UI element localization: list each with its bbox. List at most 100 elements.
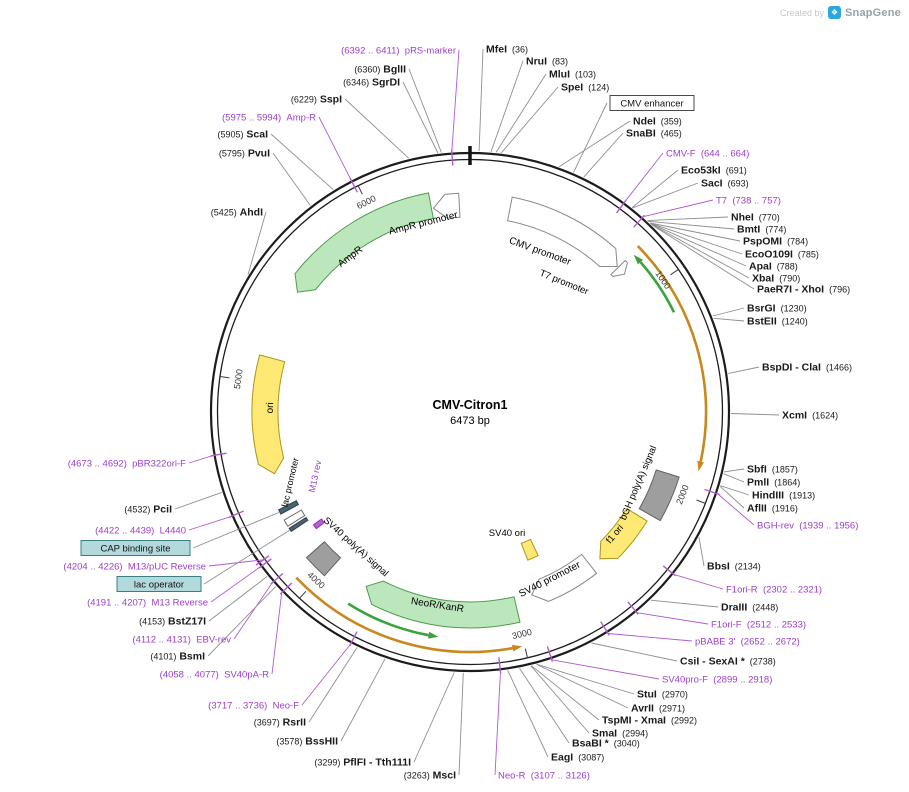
- primer-tick: [633, 214, 645, 228]
- feature-cmv-promoter: [507, 196, 618, 267]
- site-label-ahdi: (5425) AhdI: [211, 207, 263, 219]
- primer-label-sv40pro-f: SV40pro-F (2899 .. 2918): [662, 675, 772, 686]
- primer-tick: [255, 555, 270, 566]
- primer-tick: [349, 177, 358, 193]
- leader-line-m13-reverse: [210, 562, 266, 603]
- feature-label-lac-promoter: lac promoter: [280, 457, 301, 508]
- leader-line-cap-binding-site: [192, 512, 279, 549]
- site-label-avrii: AvrII (2971): [631, 703, 685, 715]
- leader-line-eco53ki: [631, 169, 679, 208]
- site-label-pflfi-tth111i: (3299) PflFI - Tth111I: [314, 757, 411, 769]
- feature-sv40-ori: [520, 538, 539, 561]
- leader-line-cmv-enhancer: [573, 102, 608, 173]
- scale-label: 2000: [674, 483, 691, 505]
- leader-line-bglii: [408, 68, 442, 153]
- primer-label-l4440: (4422 .. 4439) L4440: [95, 526, 186, 537]
- leader-line-nhei: [647, 216, 729, 222]
- leader-line-bsteii: [713, 317, 745, 322]
- leader-line-f1ori-f: [636, 612, 709, 625]
- site-label-nrui: NruI (83): [526, 56, 568, 68]
- scale-tick: [219, 376, 230, 379]
- leader-line-pvui: [272, 152, 311, 206]
- scale-label: 6000: [355, 193, 377, 211]
- site-label-pvui: (5795) PvuI: [219, 148, 270, 160]
- primer-tick: [615, 199, 627, 214]
- orf-bottom-inner: [347, 602, 429, 637]
- feature-bgh-pa: [638, 469, 680, 522]
- orf-bottom-inner-arrowhead: [428, 631, 439, 639]
- primer-label-neo-r: Neo-R (3107 .. 3126): [498, 771, 590, 782]
- leader-line-ecoo109i: [650, 222, 743, 255]
- leader-line-rsrii: [308, 647, 358, 723]
- primer-label-f1ori-r: F1ori-R (2302 .. 2321): [726, 585, 822, 596]
- site-label-spei: SpeI (124): [561, 82, 609, 94]
- leader-line-sgrdi: [402, 81, 439, 154]
- leader-line-xcmi: [730, 413, 780, 416]
- site-label-mlui: MluI (103): [549, 69, 596, 81]
- feature-label-ori: ori: [265, 402, 276, 414]
- leader-line-snabi: [583, 132, 624, 178]
- site-label-bstz17i: (4153) BstZ17I: [139, 616, 206, 628]
- orf-right-outer-arrowhead: [697, 460, 704, 472]
- site-label-pcii: (4532) PciI: [124, 504, 172, 516]
- leader-line-ahdi: [247, 211, 267, 275]
- site-label-tspmi-xmai: TspMI - XmaI (2992): [602, 715, 697, 727]
- snapgene-diamond-glyph: ❖: [830, 7, 839, 17]
- primer-tick: [662, 565, 677, 577]
- leader-line-sbfi: [723, 468, 745, 473]
- watermark-created-by-text: Created by: [779, 7, 824, 18]
- site-label-xbai: XbaI (790): [752, 273, 800, 285]
- site-label-bsteii: BstEII (1240): [747, 316, 808, 328]
- site-label-pspomi: PspOMI (784): [743, 236, 808, 248]
- leader-line-bsabi: [519, 668, 570, 744]
- primer-tick: [450, 149, 454, 166]
- site-label-scai: (5905) ScaI: [217, 129, 268, 141]
- leader-line-pbabe-3: [608, 633, 693, 642]
- leader-line-pbr322ori-f: [188, 455, 213, 464]
- primer-tick: [210, 452, 227, 457]
- leader-line-neo-r: [494, 671, 501, 776]
- site-label-eagi: EagI (3087): [551, 752, 604, 764]
- leader-line-saci: [632, 182, 699, 209]
- primer-tick: [627, 601, 639, 615]
- primer-tick: [704, 488, 720, 496]
- site-label-nhei: NheI (770): [731, 212, 780, 224]
- site-label-paer7i-xhoi: PaeR7I - XhoI (796): [757, 284, 850, 296]
- site-label-bspdi-clai: BspDI - ClaI (1466): [762, 362, 852, 374]
- site-label-csii-sexai: CsiI - SexAI * (2738): [680, 656, 776, 668]
- primer-tick: [546, 646, 554, 662]
- leader-line-pspomi: [649, 222, 741, 242]
- orf-bottom-outer-arrowhead: [511, 644, 523, 652]
- leader-line-bstz17i: [208, 576, 268, 622]
- site-label-ndei: NdeI (359): [633, 116, 682, 128]
- backbone-group: [209, 146, 731, 673]
- leader-line-sv40pro-f: [551, 659, 660, 680]
- site-label-pmli: PmlI (1864): [747, 477, 800, 489]
- primer-label-pbr322ori-f: (4673 .. 4692) pBR322ori-F: [68, 459, 186, 470]
- plasmid-backbone-inner: [216, 158, 724, 666]
- leader-line-amp-r: [318, 116, 352, 180]
- site-labels-group: (6392 .. 6411) pRS-marker (6360) BglII(63…: [63, 44, 858, 782]
- primer-label-cmv-f: CMV-F (644 .. 664): [666, 149, 749, 160]
- leader-line-mlui: [495, 73, 547, 153]
- leader-line-f1ori-r: [674, 574, 724, 590]
- leader-line-bmti: [648, 220, 735, 230]
- leader-line-aflii: [719, 486, 745, 509]
- site-label-bsshii: (3578) BssHII: [276, 736, 338, 748]
- leader-line-prs-marker: [451, 49, 460, 152]
- scale-tick: [357, 185, 363, 195]
- feature-label-m13-rev-primer: M13 rev: [307, 459, 324, 493]
- leader-line-pcii: [174, 491, 222, 510]
- feature-ampr-promoter: [432, 192, 461, 219]
- scale-label: 5000: [232, 368, 245, 389]
- orf-right-inner-arrowhead: [633, 254, 643, 265]
- leader-line-ndei: [558, 120, 631, 168]
- plasmid-backbone-outer: [209, 151, 731, 673]
- primer-label-neo-f: (3717 .. 3736) Neo-F: [208, 701, 299, 712]
- boxed-label-bg-lac-operator: [116, 576, 202, 592]
- feature-label-sv40-pa: SV40 poly(A) signal: [321, 515, 390, 579]
- primer-label-t7: T7 (738 .. 757): [716, 196, 781, 207]
- site-label-bsabi: BsaBI * (3040): [572, 738, 640, 750]
- primer-tick: [270, 572, 284, 585]
